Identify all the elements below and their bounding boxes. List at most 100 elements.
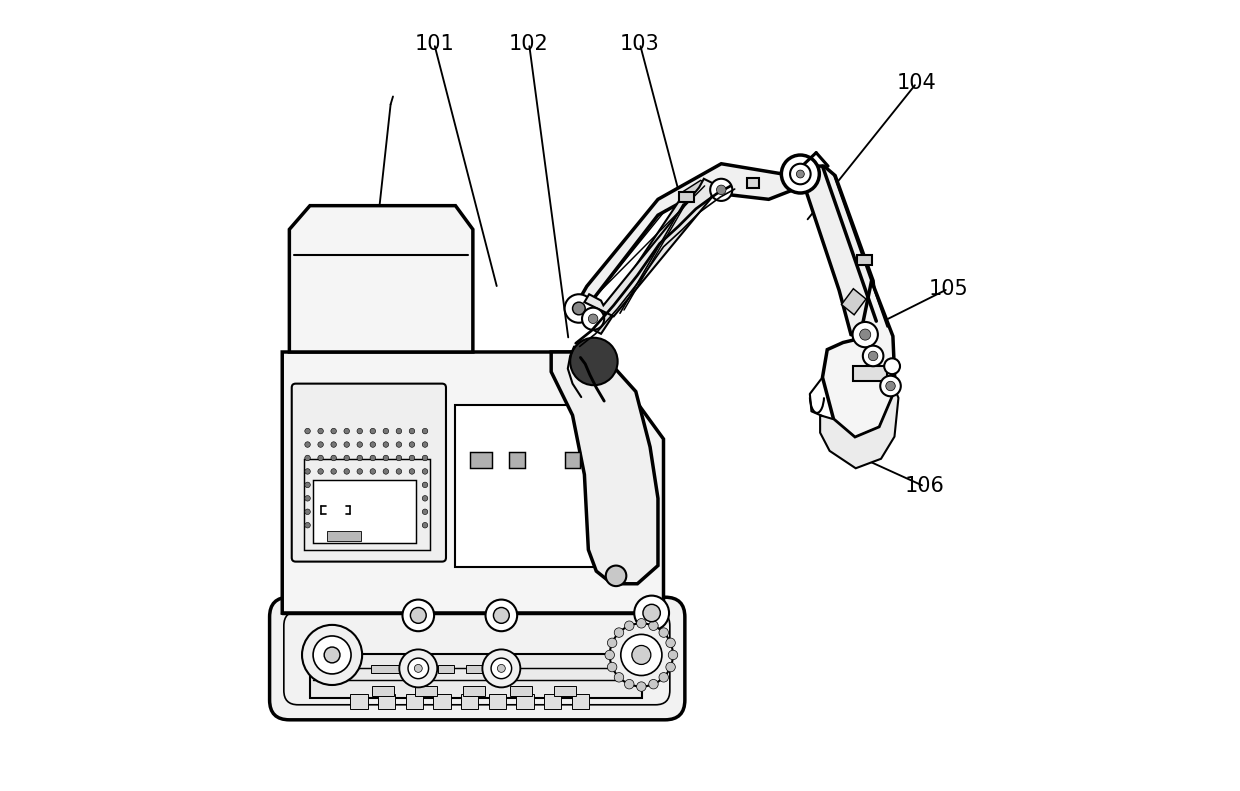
Circle shape (305, 495, 310, 501)
Circle shape (606, 566, 626, 586)
Circle shape (383, 468, 388, 475)
Circle shape (403, 600, 434, 631)
Circle shape (331, 429, 336, 433)
Bar (510, 686, 532, 696)
Circle shape (396, 429, 402, 433)
Circle shape (303, 625, 362, 685)
Circle shape (423, 509, 428, 515)
Circle shape (711, 179, 733, 201)
Circle shape (649, 621, 658, 630)
Circle shape (370, 456, 376, 460)
Bar (433, 694, 450, 709)
Circle shape (383, 509, 388, 515)
Circle shape (408, 658, 429, 679)
Polygon shape (822, 281, 895, 437)
Bar (372, 686, 394, 696)
Bar (327, 531, 361, 541)
Circle shape (357, 468, 362, 475)
Circle shape (781, 155, 820, 193)
Circle shape (423, 523, 428, 528)
Circle shape (410, 607, 427, 623)
Bar (544, 694, 562, 709)
Circle shape (658, 672, 668, 682)
Polygon shape (842, 289, 866, 315)
Circle shape (423, 468, 428, 475)
FancyBboxPatch shape (291, 384, 446, 562)
Circle shape (570, 338, 618, 385)
Circle shape (383, 523, 388, 528)
Bar (489, 694, 506, 709)
Text: 104: 104 (897, 73, 936, 93)
Circle shape (317, 495, 324, 501)
Circle shape (491, 658, 512, 679)
Circle shape (317, 468, 324, 475)
Bar (853, 366, 887, 381)
Polygon shape (791, 166, 877, 339)
Circle shape (343, 495, 350, 501)
Circle shape (370, 468, 376, 475)
Circle shape (409, 456, 414, 460)
Bar (463, 686, 485, 696)
Circle shape (343, 509, 350, 515)
Circle shape (610, 623, 673, 687)
Circle shape (317, 441, 324, 448)
Circle shape (885, 381, 895, 391)
Circle shape (357, 456, 362, 460)
Polygon shape (595, 199, 687, 334)
Circle shape (305, 482, 310, 487)
Circle shape (423, 441, 428, 448)
Circle shape (396, 468, 402, 475)
Circle shape (343, 456, 350, 460)
Circle shape (409, 482, 414, 487)
Bar (553, 686, 575, 696)
Circle shape (357, 509, 362, 515)
Bar (746, 178, 759, 188)
Text: 106: 106 (905, 476, 945, 497)
Circle shape (642, 604, 661, 622)
Bar (415, 686, 438, 696)
Bar (455, 405, 618, 567)
Circle shape (409, 468, 414, 475)
Polygon shape (584, 179, 717, 316)
Circle shape (331, 495, 336, 501)
Circle shape (621, 634, 662, 676)
Circle shape (494, 607, 510, 623)
Bar (310, 654, 642, 698)
Circle shape (409, 523, 414, 528)
Circle shape (409, 509, 414, 515)
Circle shape (343, 429, 350, 433)
Bar (461, 694, 479, 709)
Text: 102: 102 (510, 33, 549, 54)
Circle shape (608, 638, 616, 648)
Circle shape (331, 482, 336, 487)
Circle shape (305, 429, 310, 433)
Circle shape (312, 636, 351, 674)
Circle shape (605, 650, 615, 660)
Circle shape (324, 647, 340, 663)
Circle shape (305, 468, 310, 475)
Polygon shape (552, 352, 658, 584)
Circle shape (331, 523, 336, 528)
Bar (350, 694, 368, 709)
Circle shape (317, 509, 324, 515)
Circle shape (588, 314, 598, 324)
Circle shape (796, 170, 805, 178)
Text: 101: 101 (414, 33, 454, 54)
Circle shape (357, 429, 362, 433)
Bar (470, 452, 492, 468)
Bar (371, 665, 412, 673)
Circle shape (608, 662, 616, 672)
Circle shape (331, 441, 336, 448)
Bar (466, 665, 507, 673)
Circle shape (868, 351, 878, 361)
Bar (405, 694, 423, 709)
Circle shape (423, 429, 428, 433)
Circle shape (305, 441, 310, 448)
Circle shape (370, 509, 376, 515)
Bar (510, 452, 525, 468)
Polygon shape (283, 352, 663, 613)
Bar (572, 694, 589, 709)
Circle shape (666, 662, 676, 672)
Polygon shape (289, 206, 472, 352)
Circle shape (717, 185, 725, 195)
